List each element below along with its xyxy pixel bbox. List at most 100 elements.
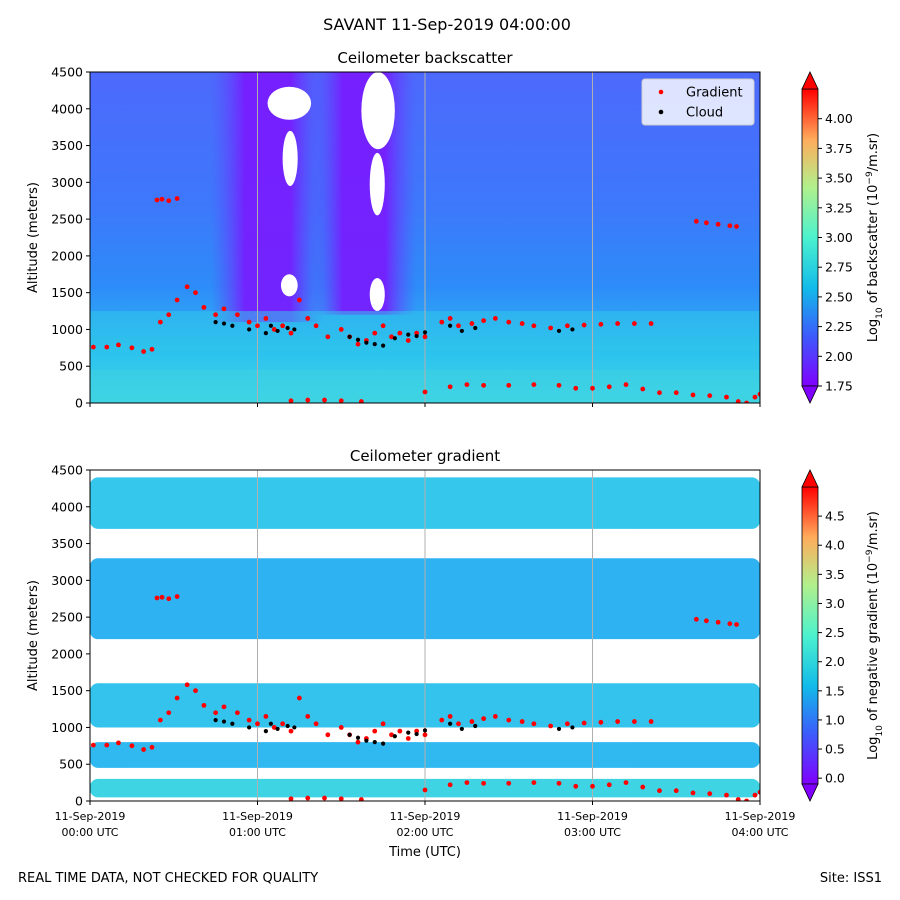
gradient-point [358, 399, 364, 403]
gradient-point [690, 790, 696, 796]
gradient-point [573, 385, 579, 391]
gradient-point [154, 197, 160, 203]
gradient-point [221, 306, 227, 312]
cloud-point [230, 323, 235, 328]
gradient-point [213, 312, 219, 318]
gradient-point [397, 728, 403, 734]
gradient-point [727, 223, 733, 229]
gradient-point [724, 394, 729, 400]
gradient-point [414, 330, 420, 336]
gradient-point [456, 721, 461, 727]
gradient-point [690, 392, 696, 398]
quality-note: REAL TIME DATA, NOT CHECKED FOR QUALITY [18, 871, 318, 886]
cloud-point [355, 337, 361, 342]
y-axis-label: Altitude (meters) [26, 182, 41, 293]
gradient-point [506, 319, 512, 325]
colorbar-extend-max [801, 71, 819, 90]
gradient-point [149, 346, 155, 352]
gradient-point [744, 798, 749, 801]
gradient-point [166, 312, 172, 318]
colorbar-extend-min [801, 783, 819, 802]
colorbar-tick-label: 3.5 [825, 567, 845, 582]
cloud-point [221, 321, 227, 326]
gradient-point [313, 721, 319, 727]
cloud-point [292, 327, 297, 332]
cloud-point [372, 342, 377, 347]
gradient-point [338, 796, 344, 801]
gradient-point [338, 398, 344, 403]
cloud-point [263, 729, 268, 734]
gradient-point [519, 719, 525, 724]
cloud-point [275, 726, 280, 732]
colorbar-scale [801, 88, 819, 387]
gradient-point [305, 714, 311, 719]
gradient-panel: Ceilometer gradient 0 500 1000 1500 2000 2500 3… [26, 447, 885, 860]
colorbar-tick-label: 4.0 [825, 538, 845, 553]
gradient-point [246, 717, 252, 723]
colorbar-tick-label: 2.25 [825, 319, 853, 334]
gradient-point [757, 391, 760, 397]
gradient-point [159, 594, 165, 600]
cloud-point [570, 327, 575, 332]
gradient-series [90, 196, 760, 403]
gradient-point [389, 732, 394, 738]
gradient-point [414, 728, 420, 734]
gradient-point [640, 386, 646, 392]
gradient-point [305, 397, 311, 403]
gradient-point [263, 714, 269, 719]
gradient-point [704, 220, 709, 226]
y-tick-label: 1000 [51, 720, 83, 735]
gradient-point [447, 316, 453, 321]
gradient-point [129, 345, 135, 351]
gradient-point [519, 321, 525, 326]
gradient-point [271, 327, 277, 332]
colorbar-tick-label: 3.00 [825, 230, 853, 245]
gradient-point [606, 782, 612, 788]
gradient-point [288, 796, 294, 801]
gradient-point [405, 736, 411, 741]
gradient-point [573, 783, 579, 789]
gradient-point [166, 596, 172, 602]
backscatter-panel: Ceilometer backscatter 0 500 1000 1500 2000 25… [26, 49, 885, 411]
cloud-point [372, 740, 377, 745]
colorbar-tick-label: 3.0 [825, 596, 845, 611]
gradient-point [372, 728, 378, 734]
y-tick-label: 2000 [51, 248, 83, 263]
gradient-point [104, 742, 110, 748]
gradient-point [506, 717, 512, 723]
cloud-point [263, 331, 268, 336]
gradient-point [201, 702, 207, 708]
gradient-point [531, 721, 537, 727]
gradient-point [193, 290, 198, 296]
y-tick-label: 0 [75, 396, 83, 411]
colorbar: 0.0 0.5 1.0 1.5 2.0 2.5 3.0 3.5 4.0 4.5 Log10 of n… [801, 469, 885, 802]
legend-label: Gradient [686, 86, 743, 101]
gradient-point [757, 789, 760, 795]
gradient-point [296, 695, 302, 701]
legend-marker [658, 89, 664, 95]
y-tick-label: 4000 [51, 101, 83, 116]
gradient-point [157, 319, 163, 325]
gradient-point [422, 732, 428, 738]
cloud-point [364, 340, 369, 345]
gradient-point [116, 342, 121, 348]
colorbar: 1.75 2.00 2.25 2.50 2.75 3.00 3.25 3.50 3.75 4.00… [801, 71, 885, 404]
cloud-point [285, 325, 290, 331]
gradient-point [598, 321, 604, 327]
gradient-point [447, 782, 453, 788]
gradient-point [255, 721, 260, 727]
gradient-point [673, 788, 679, 794]
y-tick-label: 1000 [51, 322, 83, 337]
gradient-point [707, 393, 713, 399]
gradient-point [590, 783, 595, 789]
gradient-point [271, 725, 277, 730]
gradient-point [174, 594, 180, 599]
y-tick-label: 2000 [51, 646, 83, 661]
x-tick-label: 11-Sep-2019 [725, 810, 796, 823]
cloud-series [213, 717, 575, 746]
missing-data-patch [280, 274, 298, 297]
colorbar-tick-label: 2.0 [825, 654, 845, 669]
y-tick-label: 0 [75, 794, 83, 809]
gradient-point [325, 732, 331, 738]
cloud-point [268, 323, 273, 328]
